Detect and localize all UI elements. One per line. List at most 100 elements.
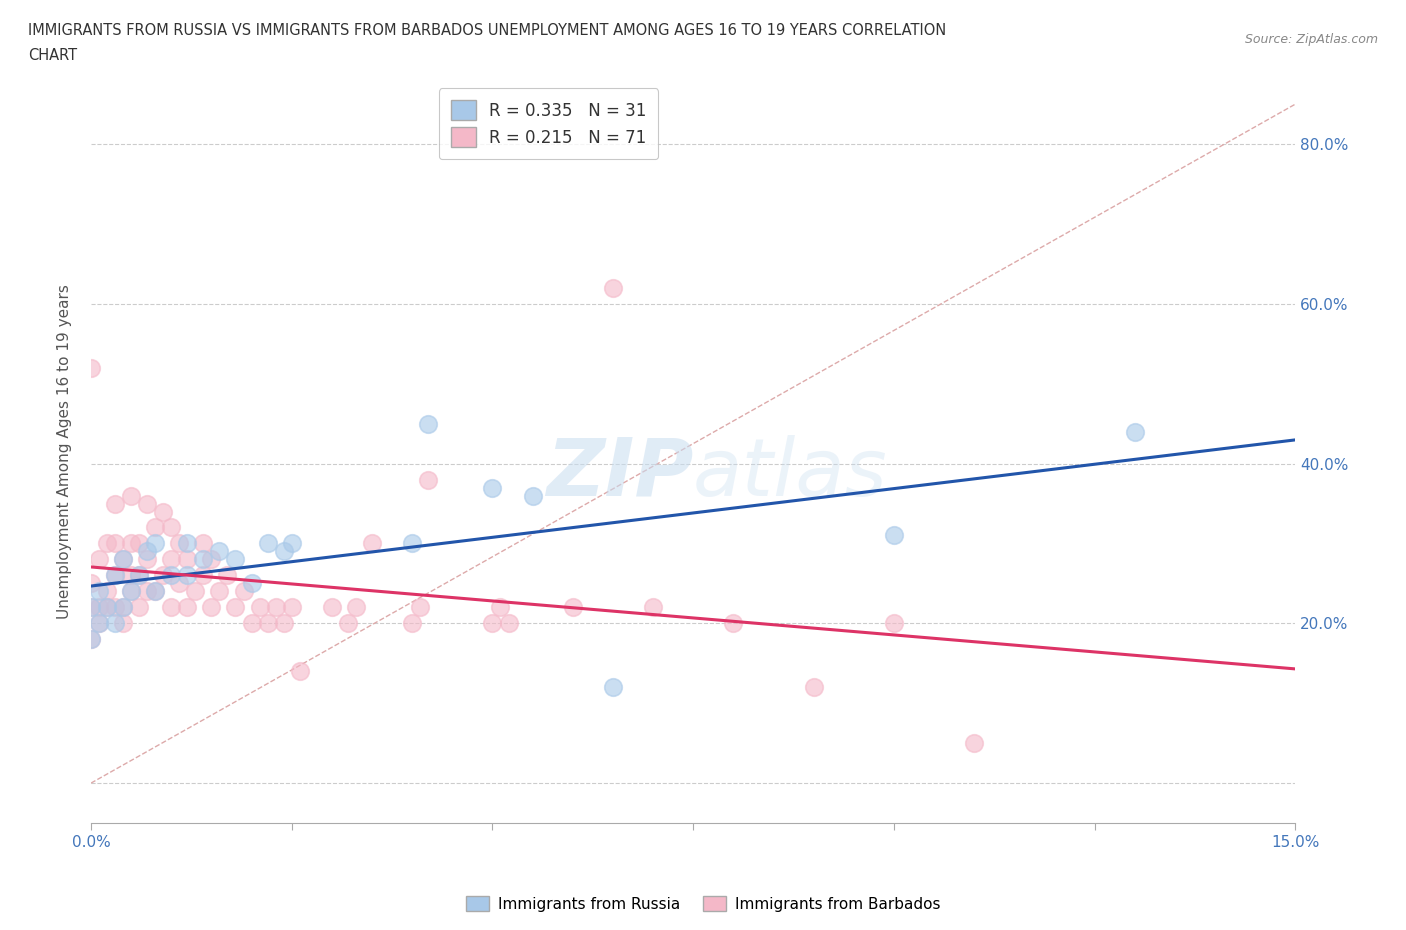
Point xyxy=(120,584,142,599)
Point xyxy=(184,584,207,599)
Point xyxy=(104,536,127,551)
Point xyxy=(120,488,142,503)
Point xyxy=(193,552,215,567)
Point xyxy=(401,616,423,631)
Legend: Immigrants from Russia, Immigrants from Barbados: Immigrants from Russia, Immigrants from … xyxy=(460,889,946,918)
Legend: R = 0.335   N = 31, R = 0.215   N = 71: R = 0.335 N = 31, R = 0.215 N = 71 xyxy=(439,88,658,159)
Point xyxy=(120,584,142,599)
Point xyxy=(641,600,664,615)
Text: ZIP: ZIP xyxy=(546,435,693,512)
Point xyxy=(112,600,135,615)
Point xyxy=(143,584,166,599)
Y-axis label: Unemployment Among Ages 16 to 19 years: Unemployment Among Ages 16 to 19 years xyxy=(58,285,72,619)
Point xyxy=(176,600,198,615)
Point xyxy=(160,520,183,535)
Point xyxy=(87,584,110,599)
Point xyxy=(87,600,110,615)
Point xyxy=(176,552,198,567)
Point xyxy=(167,576,190,591)
Point xyxy=(240,616,263,631)
Point xyxy=(104,568,127,583)
Point xyxy=(963,736,986,751)
Point xyxy=(176,536,198,551)
Point xyxy=(321,600,343,615)
Point xyxy=(136,552,159,567)
Point xyxy=(104,568,127,583)
Point xyxy=(418,417,440,432)
Point xyxy=(128,568,150,583)
Point xyxy=(361,536,384,551)
Point xyxy=(87,616,110,631)
Point xyxy=(112,600,135,615)
Point xyxy=(602,280,624,295)
Point xyxy=(264,600,287,615)
Point xyxy=(80,600,103,615)
Point xyxy=(481,616,503,631)
Point xyxy=(80,631,103,646)
Point xyxy=(193,568,215,583)
Point xyxy=(80,360,103,375)
Point xyxy=(803,680,825,695)
Point xyxy=(256,616,278,631)
Text: CHART: CHART xyxy=(28,48,77,63)
Point xyxy=(883,616,905,631)
Point xyxy=(232,584,254,599)
Point xyxy=(280,536,302,551)
Point xyxy=(418,472,440,487)
Point xyxy=(136,496,159,511)
Point xyxy=(160,552,183,567)
Point xyxy=(280,600,302,615)
Point xyxy=(723,616,745,631)
Point xyxy=(561,600,583,615)
Point xyxy=(193,536,215,551)
Point xyxy=(87,616,110,631)
Point xyxy=(128,568,150,583)
Point xyxy=(224,600,246,615)
Point xyxy=(112,616,135,631)
Point xyxy=(152,504,174,519)
Point xyxy=(96,536,118,551)
Point xyxy=(208,544,231,559)
Point xyxy=(143,536,166,551)
Point xyxy=(200,552,222,567)
Point xyxy=(273,616,295,631)
Point xyxy=(104,496,127,511)
Point xyxy=(489,600,512,615)
Point xyxy=(104,616,127,631)
Text: IMMIGRANTS FROM RUSSIA VS IMMIGRANTS FROM BARBADOS UNEMPLOYMENT AMONG AGES 16 TO: IMMIGRANTS FROM RUSSIA VS IMMIGRANTS FRO… xyxy=(28,23,946,38)
Point xyxy=(883,528,905,543)
Point xyxy=(208,584,231,599)
Text: Source: ZipAtlas.com: Source: ZipAtlas.com xyxy=(1244,33,1378,46)
Point xyxy=(288,664,311,679)
Point xyxy=(87,552,110,567)
Point xyxy=(176,568,198,583)
Point xyxy=(96,584,118,599)
Point xyxy=(336,616,359,631)
Point xyxy=(96,600,118,615)
Point xyxy=(498,616,520,631)
Point xyxy=(160,568,183,583)
Point xyxy=(80,600,103,615)
Point xyxy=(1123,424,1146,439)
Point xyxy=(80,576,103,591)
Point xyxy=(80,631,103,646)
Point xyxy=(522,488,544,503)
Point xyxy=(128,600,150,615)
Point xyxy=(409,600,432,615)
Point xyxy=(481,480,503,495)
Point xyxy=(249,600,271,615)
Point xyxy=(143,584,166,599)
Point xyxy=(112,552,135,567)
Text: atlas: atlas xyxy=(693,435,889,512)
Point xyxy=(217,568,239,583)
Point xyxy=(136,584,159,599)
Point xyxy=(104,600,127,615)
Point xyxy=(96,600,118,615)
Point xyxy=(120,536,142,551)
Point xyxy=(401,536,423,551)
Point xyxy=(152,568,174,583)
Point xyxy=(602,680,624,695)
Point xyxy=(273,544,295,559)
Point xyxy=(128,536,150,551)
Point xyxy=(160,600,183,615)
